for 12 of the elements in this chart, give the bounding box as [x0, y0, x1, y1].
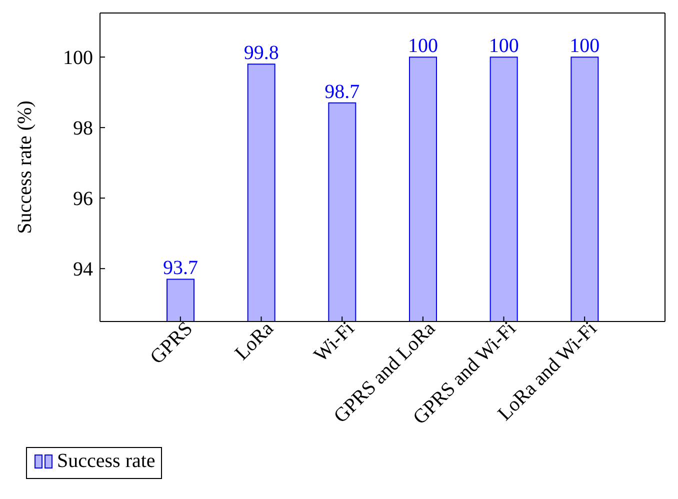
data-label: 100 — [408, 35, 438, 58]
data-label: 99.8 — [244, 42, 279, 64]
y-tick-label: 94 — [73, 258, 93, 281]
data-label: 100 — [570, 35, 600, 58]
data-label: 93.7 — [163, 257, 198, 280]
legend-label: Success rate — [57, 450, 156, 472]
y-axis-title: Success rate (%) — [14, 100, 36, 234]
y-tick-label: 98 — [73, 118, 93, 140]
data-label: 100 — [488, 35, 519, 58]
y-tick-label: 100 — [63, 47, 93, 70]
data-label: 98.7 — [324, 80, 360, 103]
y-tick-label: 96 — [73, 188, 93, 210]
